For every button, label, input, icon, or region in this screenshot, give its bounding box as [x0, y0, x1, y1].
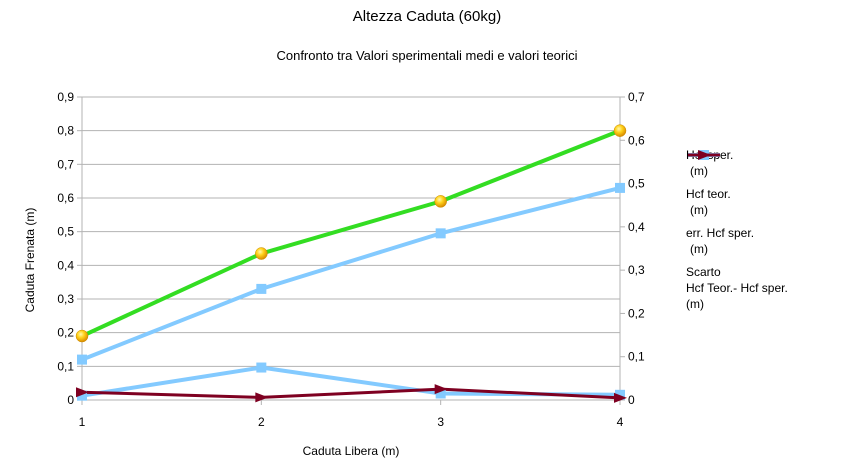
series-4-point — [614, 392, 627, 403]
y-right-tick-label: 0,2 — [628, 306, 645, 320]
legend-item: Hcf teor. (m) — [686, 150, 788, 218]
series-2-point — [255, 247, 268, 260]
series-4-point — [255, 392, 269, 403]
series-4-point — [434, 384, 448, 395]
y-left-tick-label: 0,6 — [57, 191, 74, 205]
series-2-point — [75, 329, 89, 343]
legend-label-line: (m) — [690, 164, 708, 178]
legend-label-line: (m) — [686, 297, 704, 311]
series-1-point — [77, 354, 87, 365]
y-right-tick-label: 0,4 — [628, 220, 645, 234]
y-left-tick-label: 0,2 — [57, 326, 74, 340]
y-right-tick-label: 0,3 — [628, 263, 645, 277]
y-axis-label: Caduta Frenata (m) — [23, 208, 37, 313]
y-right-tick-label: 0 — [628, 393, 635, 407]
y-left-tick-label: 0,3 — [57, 292, 74, 306]
series-3-point — [615, 389, 625, 400]
legend-label-line: Hcf Teor.- Hcf sper. — [686, 281, 788, 295]
series-3-point — [256, 362, 267, 373]
x-tick-label: 3 — [437, 415, 444, 429]
series-2-point — [434, 195, 447, 208]
y-left-tick-label: 0,9 — [57, 90, 74, 104]
legend-label: err. Hcf sper. (m) — [686, 225, 754, 257]
series-1-point — [435, 228, 446, 239]
y-right-tick-label: 0,5 — [628, 177, 645, 191]
legend-label-line: (m) — [690, 203, 708, 217]
y-left-tick-label: 0,5 — [57, 225, 74, 239]
x-axis-label: Caduta Libera (m) — [303, 444, 400, 458]
legend: Hcf sper.(m)Hcf teor.(m)err. Hcf sper.(m… — [686, 147, 788, 319]
series-line-4 — [81, 387, 621, 400]
chart-subtitle: Confronto tra Valori sperimentali medi e… — [276, 48, 578, 63]
y-left-tick-label: 0 — [67, 393, 74, 407]
y-left-tick-label: 0,7 — [57, 157, 74, 171]
legend-label: Scarto Hcf Teor.- Hcf sper. (m) — [686, 264, 788, 312]
legend-key — [688, 150, 720, 160]
x-tick-label: 1 — [79, 415, 86, 429]
series-1-point — [256, 283, 267, 294]
legend-label-line: (m) — [690, 242, 708, 256]
legend-label: Hcf teor. (m) — [686, 186, 731, 218]
legend-key-marker — [698, 150, 711, 160]
x-tick-label: 4 — [617, 415, 624, 429]
series-4-point — [76, 387, 89, 398]
series-3-point — [435, 388, 446, 399]
legend-item: Scarto Hcf Teor.- Hcf sper. (m) — [686, 150, 788, 312]
y-right-tick-label: 0,1 — [628, 350, 645, 364]
y-left-tick-label: 0,1 — [57, 359, 74, 373]
series-line-2 — [81, 128, 621, 338]
y-left-tick-label: 0,4 — [57, 258, 74, 272]
y-left-tick-label: 0,8 — [57, 124, 74, 138]
y-right-tick-label: 0,7 — [628, 90, 645, 104]
series-line-3 — [81, 365, 621, 398]
legend-item: err. Hcf sper. (m) — [686, 150, 788, 257]
y-right-tick-label: 0,6 — [628, 133, 645, 147]
series-2-point — [613, 124, 627, 137]
x-tick-label: 2 — [258, 415, 265, 429]
chart-title: Altezza Caduta (60kg) — [352, 8, 502, 25]
legend-label-line: err. Hcf sper. — [686, 226, 755, 240]
legend-label-line: Hcf teor. — [686, 187, 731, 201]
series-line-1 — [81, 185, 621, 362]
series-1-point — [615, 182, 625, 193]
legend-label-line: Scarto — [686, 265, 721, 279]
series-3-point — [77, 390, 87, 401]
